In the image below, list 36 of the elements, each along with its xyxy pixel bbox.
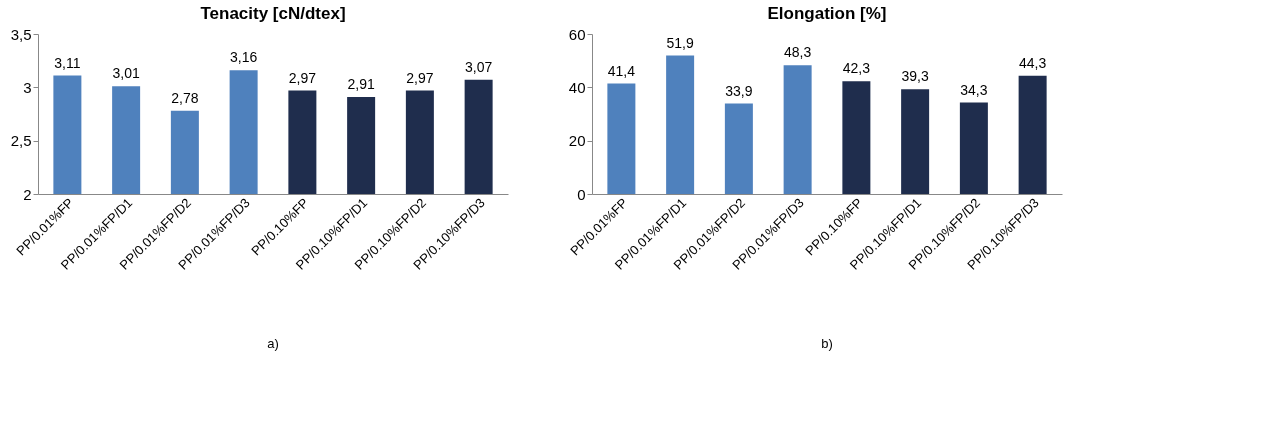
text: b) xyxy=(821,336,833,351)
y-tick-label: 20 xyxy=(568,132,586,150)
bar xyxy=(724,103,753,194)
text: a) xyxy=(267,336,279,351)
data-label: 2,97 xyxy=(406,69,434,86)
y-tick-label: 2 xyxy=(23,185,32,203)
chart-title: Tenacity [cN/dtex] xyxy=(200,4,346,23)
y-tick-label: 40 xyxy=(568,78,586,96)
data-label: 2,97 xyxy=(288,69,317,86)
data-label: 42,3 xyxy=(842,60,871,77)
bar xyxy=(1018,75,1047,194)
data-label: 41,4 xyxy=(607,62,636,79)
data-label: 2,78 xyxy=(171,89,199,106)
data-label: 39,3 xyxy=(901,68,929,85)
bar xyxy=(783,65,812,194)
bar xyxy=(607,83,636,194)
data-label: 3,11 xyxy=(54,54,81,71)
bar xyxy=(959,102,988,194)
data-label: 3,16 xyxy=(230,49,258,66)
data-label: 3,01 xyxy=(112,65,140,82)
data-label: 33,9 xyxy=(725,82,753,99)
chart-title: Elongation [%] xyxy=(767,4,887,23)
bar xyxy=(666,55,695,194)
data-label: 2,91 xyxy=(347,75,375,92)
y-tick-label: 3 xyxy=(23,78,32,96)
data-label: 44,3 xyxy=(1019,54,1047,71)
y-tick-label: 60 xyxy=(568,25,586,43)
y-tick-label: 0 xyxy=(577,185,586,203)
data-label: 3,07 xyxy=(465,58,493,75)
bar xyxy=(901,89,930,194)
data-label: 51,9 xyxy=(666,34,694,51)
y-tick-label: 2,5 xyxy=(10,132,32,150)
data-label: 48,3 xyxy=(784,44,812,61)
data-label: 34,3 xyxy=(960,81,988,98)
bar xyxy=(842,81,871,194)
y-tick-label: 3,5 xyxy=(10,25,32,43)
